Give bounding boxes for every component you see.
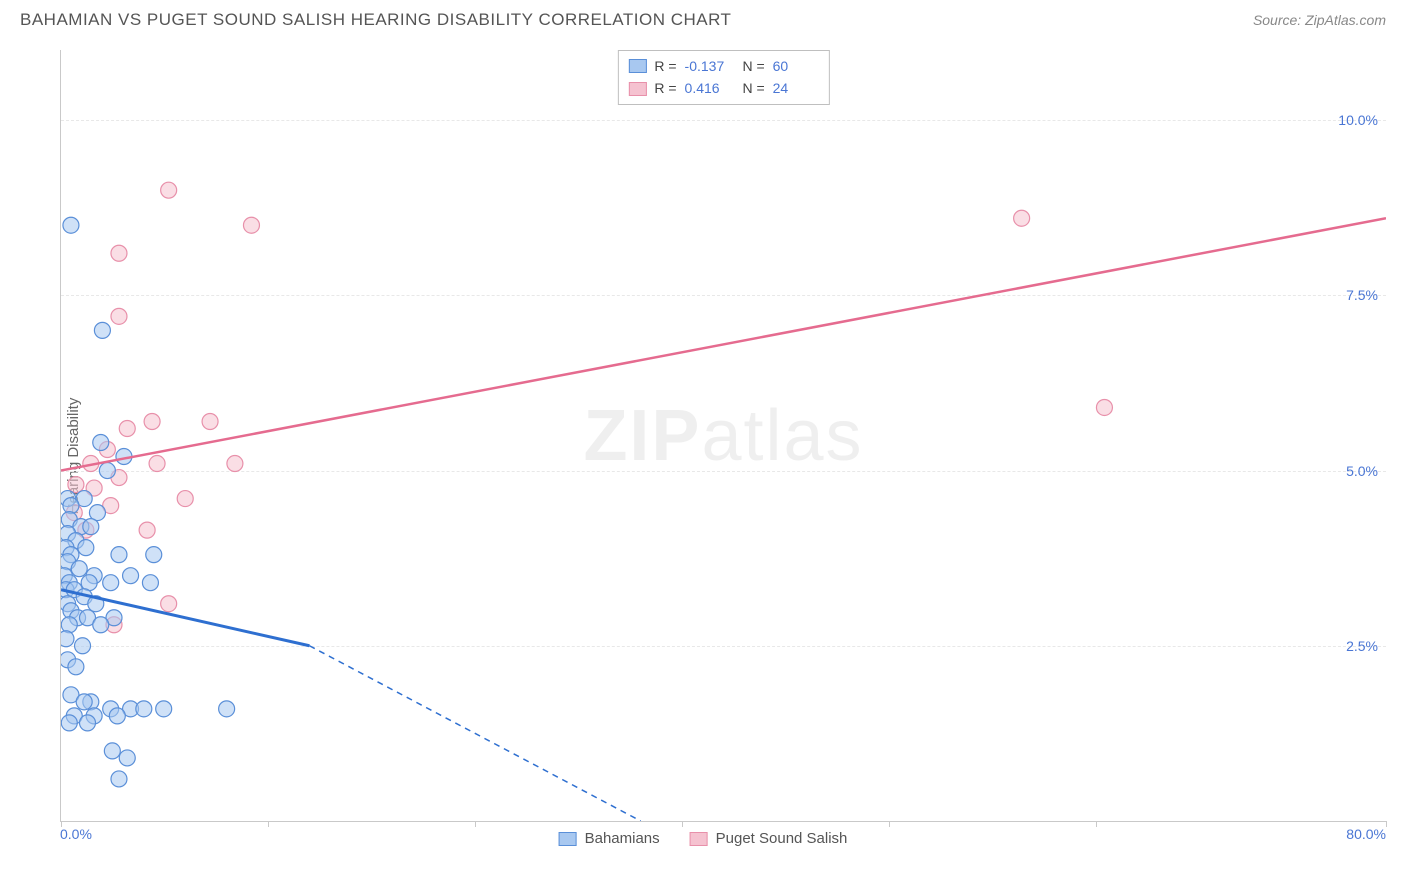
series-legend: Bahamians Puget Sound Salish bbox=[559, 830, 848, 847]
data-point bbox=[61, 617, 77, 633]
data-point bbox=[142, 575, 158, 591]
data-point bbox=[78, 540, 94, 556]
data-point bbox=[61, 715, 77, 731]
x-tick bbox=[1096, 821, 1097, 827]
data-point bbox=[219, 701, 235, 717]
data-point bbox=[139, 522, 155, 538]
data-point bbox=[104, 743, 120, 759]
x-tick bbox=[1386, 821, 1387, 827]
source-label: Source: ZipAtlas.com bbox=[1253, 12, 1386, 28]
trend-line bbox=[61, 218, 1386, 470]
legend-item-2: Puget Sound Salish bbox=[690, 830, 848, 847]
data-point bbox=[161, 596, 177, 612]
data-point bbox=[227, 456, 243, 472]
x-tick bbox=[682, 821, 683, 827]
data-point bbox=[136, 701, 152, 717]
data-point bbox=[75, 638, 91, 654]
data-point bbox=[1014, 210, 1030, 226]
plot-region: ZIPatlas R = -0.137 N = 60 R = 0.416 N =… bbox=[60, 50, 1386, 822]
legend-item-1: Bahamians bbox=[559, 830, 660, 847]
plot-svg bbox=[61, 50, 1386, 821]
data-point bbox=[177, 491, 193, 507]
data-point bbox=[61, 631, 74, 647]
data-point bbox=[156, 701, 172, 717]
x-tick bbox=[889, 821, 890, 827]
data-point bbox=[123, 568, 139, 584]
chart-area: Hearing Disability ZIPatlas R = -0.137 N… bbox=[20, 40, 1386, 872]
data-point bbox=[83, 519, 99, 535]
data-point bbox=[111, 771, 127, 787]
chart-title: BAHAMIAN VS PUGET SOUND SALISH HEARING D… bbox=[20, 10, 731, 30]
swatch-series1 bbox=[628, 59, 646, 73]
data-point bbox=[103, 575, 119, 591]
data-point bbox=[80, 715, 96, 731]
series2-label: Puget Sound Salish bbox=[716, 830, 848, 847]
data-point bbox=[111, 308, 127, 324]
data-point bbox=[243, 217, 259, 233]
data-point bbox=[119, 420, 135, 436]
x-tick bbox=[268, 821, 269, 827]
data-point bbox=[71, 561, 87, 577]
n-value-1: 60 bbox=[773, 55, 819, 77]
data-point bbox=[1096, 399, 1112, 415]
stats-legend: R = -0.137 N = 60 R = 0.416 N = 24 bbox=[617, 50, 829, 105]
n-value-2: 24 bbox=[773, 77, 819, 99]
data-point bbox=[119, 750, 135, 766]
data-point bbox=[111, 245, 127, 261]
data-point bbox=[149, 456, 165, 472]
data-point bbox=[63, 217, 79, 233]
swatch-series2 bbox=[628, 82, 646, 96]
data-point bbox=[68, 659, 84, 675]
swatch-series2-b bbox=[690, 832, 708, 846]
x-tick bbox=[475, 821, 476, 827]
r-value-2: 0.416 bbox=[685, 77, 731, 99]
data-point bbox=[76, 694, 92, 710]
data-point bbox=[99, 463, 115, 479]
r-value-1: -0.137 bbox=[685, 55, 731, 77]
data-point bbox=[146, 547, 162, 563]
data-point bbox=[202, 413, 218, 429]
trend-line bbox=[309, 646, 640, 821]
stats-row-1: R = -0.137 N = 60 bbox=[628, 55, 818, 77]
x-min-label: 0.0% bbox=[60, 826, 92, 842]
data-point bbox=[161, 182, 177, 198]
x-max-label: 80.0% bbox=[1346, 826, 1386, 842]
data-point bbox=[109, 708, 125, 724]
data-point bbox=[144, 413, 160, 429]
data-point bbox=[68, 477, 84, 493]
data-point bbox=[94, 322, 110, 338]
data-point bbox=[93, 435, 109, 451]
swatch-series1-b bbox=[559, 832, 577, 846]
data-point bbox=[111, 547, 127, 563]
data-point bbox=[93, 617, 109, 633]
series1-label: Bahamians bbox=[585, 830, 660, 847]
stats-row-2: R = 0.416 N = 24 bbox=[628, 77, 818, 99]
